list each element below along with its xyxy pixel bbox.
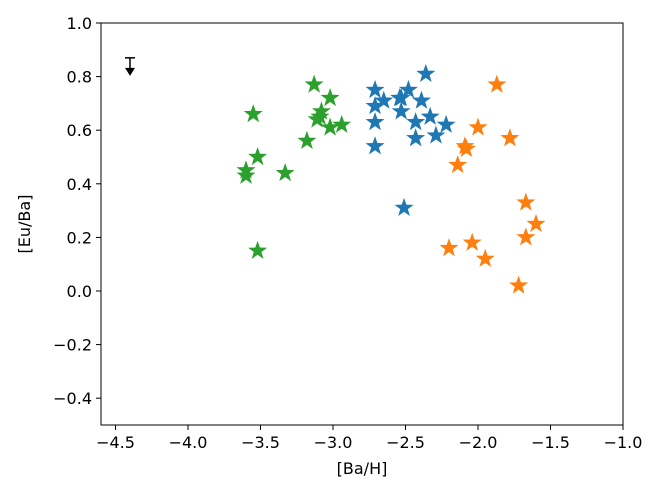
star-point <box>448 155 468 174</box>
y-tick-label: −0.4 <box>53 389 92 408</box>
y-axis-label: [Eu/Ba] <box>15 195 34 254</box>
star-point <box>487 74 507 93</box>
y-tick-label: 1.0 <box>67 14 92 33</box>
x-tick-label: −1.5 <box>531 433 570 452</box>
x-tick-label: −3.5 <box>241 433 280 452</box>
x-axis-label: [Ba/H] <box>337 459 388 478</box>
star-point <box>320 117 340 136</box>
star-point <box>310 106 330 125</box>
star-point <box>332 114 352 133</box>
star-point <box>500 128 520 147</box>
star-point <box>243 104 263 123</box>
star-point <box>374 90 394 109</box>
x-tick-label: −2.5 <box>386 433 425 452</box>
star-point <box>462 232 482 251</box>
star-point <box>365 136 385 155</box>
star-point <box>236 165 256 184</box>
y-tick-label: 0.0 <box>67 282 92 301</box>
star-point <box>426 125 446 144</box>
y-tick-label: 0.6 <box>67 121 92 140</box>
star-point <box>416 63 436 83</box>
y-tick-label: 0.4 <box>67 175 92 194</box>
star-point <box>475 248 495 267</box>
x-tick-label: −2.0 <box>459 433 498 452</box>
x-tick-label: −4.5 <box>96 433 135 452</box>
star-point <box>411 90 431 109</box>
star-point <box>391 101 411 120</box>
star-point <box>406 128 426 147</box>
star-point <box>526 214 546 233</box>
x-tick-label: −3.0 <box>314 433 353 452</box>
star-point <box>391 88 411 107</box>
y-tick-label: 0.2 <box>67 228 92 247</box>
y-tick-label: −0.2 <box>53 336 92 355</box>
star-point <box>365 80 385 99</box>
upper-limit-arrow <box>125 67 135 76</box>
star-point <box>394 197 414 217</box>
x-tick-label: −1.0 <box>604 433 643 452</box>
star-point <box>365 96 385 115</box>
star-point <box>311 101 331 120</box>
star-point <box>436 114 456 133</box>
star-point <box>248 147 268 166</box>
x-tick-label: −4.0 <box>169 433 208 452</box>
star-point <box>297 130 317 150</box>
plot-frame <box>100 22 624 426</box>
star-point <box>439 238 459 257</box>
star-point <box>509 275 529 294</box>
star-point <box>248 240 268 259</box>
star-point <box>420 106 440 125</box>
star-point <box>275 163 295 182</box>
star-point <box>398 80 418 99</box>
star-point <box>456 138 476 158</box>
star-point <box>406 112 426 131</box>
y-tick-label: 0.8 <box>67 68 92 87</box>
star-point <box>516 192 536 211</box>
star-point <box>320 88 340 107</box>
star-point <box>304 74 324 93</box>
star-point <box>468 117 488 136</box>
star-point <box>365 112 385 131</box>
star-point <box>516 227 536 246</box>
